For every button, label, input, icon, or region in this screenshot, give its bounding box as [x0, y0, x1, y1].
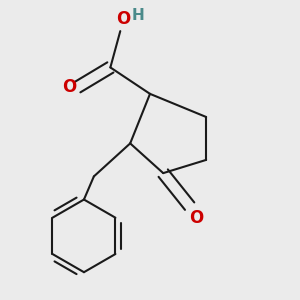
Text: O: O [116, 10, 131, 28]
Text: O: O [189, 209, 203, 227]
Text: O: O [62, 78, 76, 96]
Text: H: H [132, 8, 145, 23]
